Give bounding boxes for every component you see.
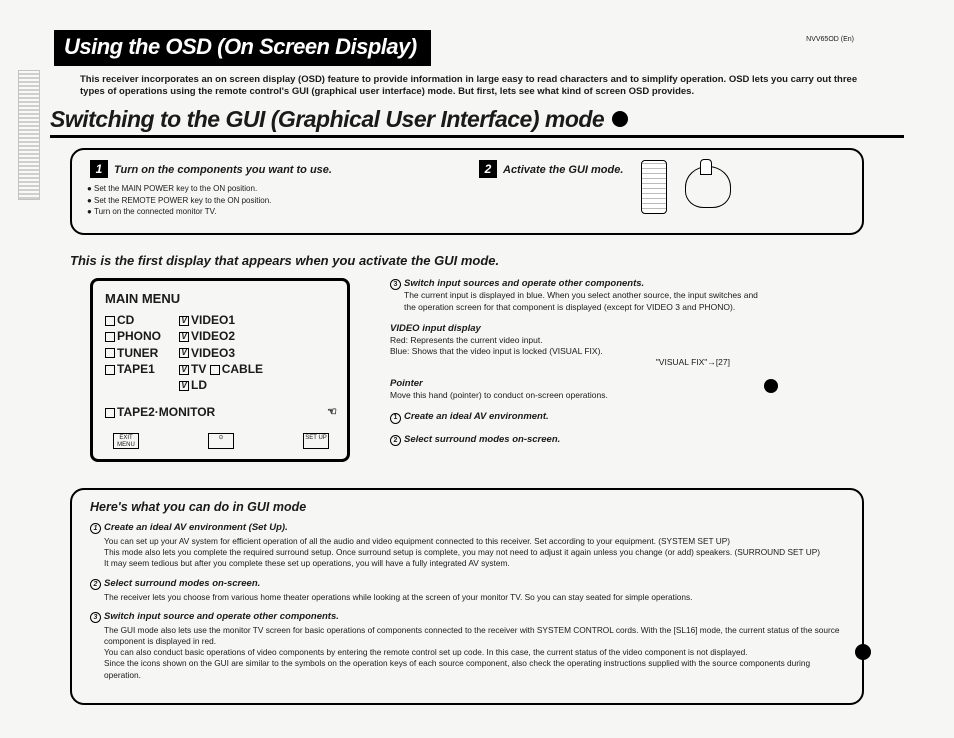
- bullet: Turn on the connected monitor TV.: [94, 207, 459, 218]
- menu-right-col: VVIDEO1 VVIDEO2 VVIDEO3 VTV CABLE VLD: [179, 312, 263, 393]
- intro-text: This receiver incorporates an on screen …: [80, 74, 860, 98]
- callout-video-input: VIDEO input display Red: Represents the …: [390, 323, 770, 368]
- side-ornament: [18, 70, 40, 200]
- section-heading: Switching to the GUI (Graphical User Int…: [50, 106, 904, 138]
- osd-screen-diagram: MAIN MENU CD PHONO TUNER TAPE1 VVIDEO1 V…: [90, 278, 350, 462]
- section-switch-input: 3Switch input source and operate other c…: [90, 611, 844, 681]
- bullet: Set the MAIN POWER key to the ON positio…: [94, 184, 459, 195]
- gui-capabilities-panel: Here's what you can do in GUI mode 1Crea…: [70, 488, 864, 705]
- circled-3-icon: 3: [90, 612, 101, 623]
- step-1: 1 Turn on the components you want to use.…: [90, 160, 459, 219]
- bullet: Set the REMOTE POWER key to the ON posit…: [94, 196, 459, 207]
- heading-text: Switching to the GUI (Graphical User Int…: [50, 106, 604, 133]
- pointer-icon: ☜: [327, 405, 337, 418]
- step-1-number: 1: [90, 160, 108, 178]
- panel2-title: Here's what you can do in GUI mode: [90, 500, 844, 514]
- remote-icon: [641, 160, 667, 214]
- callouts-column: 3Switch input sources and operate other …: [350, 278, 770, 462]
- center-icon: ⊙: [208, 433, 234, 449]
- section-create-env: 1Create an ideal AV environment (Set Up)…: [90, 522, 844, 570]
- hand-press-icon: [685, 166, 731, 208]
- circled-2-icon: 2: [390, 435, 401, 446]
- step-1-bullets: Set the MAIN POWER key to the ON positio…: [90, 184, 459, 218]
- menu-left-col: CD PHONO TUNER TAPE1: [105, 312, 161, 393]
- step-1-title: Turn on the components you want to use.: [114, 164, 332, 176]
- circled-1-icon: 1: [90, 523, 101, 534]
- step-2-number: 2: [479, 160, 497, 178]
- step-2-title: Activate the GUI mode.: [503, 164, 623, 176]
- model-code: NVV65OD (En): [806, 36, 854, 43]
- circled-3-icon: 3: [390, 279, 401, 290]
- callout-surround: 2Select surround modes on-screen.: [390, 434, 770, 446]
- callout-switch-input: 3Switch input sources and operate other …: [390, 278, 770, 312]
- section-surround: 2Select surround modes on-screen. The re…: [90, 578, 844, 603]
- step-2: 2 Activate the GUI mode.: [479, 160, 848, 219]
- exit-menu-icon: EXIT MENU: [113, 433, 139, 449]
- main-menu-title: MAIN MENU: [105, 291, 337, 306]
- circled-2-icon: 2: [90, 579, 101, 590]
- callout-dot-icon: [764, 379, 778, 393]
- heading-dot-icon: [612, 111, 628, 127]
- setup-icon: SET UP: [303, 433, 329, 449]
- tape2-monitor: TAPE2·MONITOR ☜: [105, 405, 337, 419]
- steps-panel: 1 Turn on the components you want to use.…: [70, 148, 864, 235]
- panel-dot-icon: [855, 644, 871, 660]
- circled-1-icon: 1: [390, 413, 401, 424]
- first-display-caption: This is the first display that appears w…: [70, 253, 904, 268]
- callout-create-env: 1Create an ideal AV environment.: [390, 411, 770, 423]
- callout-pointer: Pointer Move this hand (pointer) to cond…: [390, 378, 770, 401]
- page-banner: Using the OSD (On Screen Display): [54, 30, 431, 66]
- osd-button-row: EXIT MENU ⊙ SET UP: [105, 433, 337, 449]
